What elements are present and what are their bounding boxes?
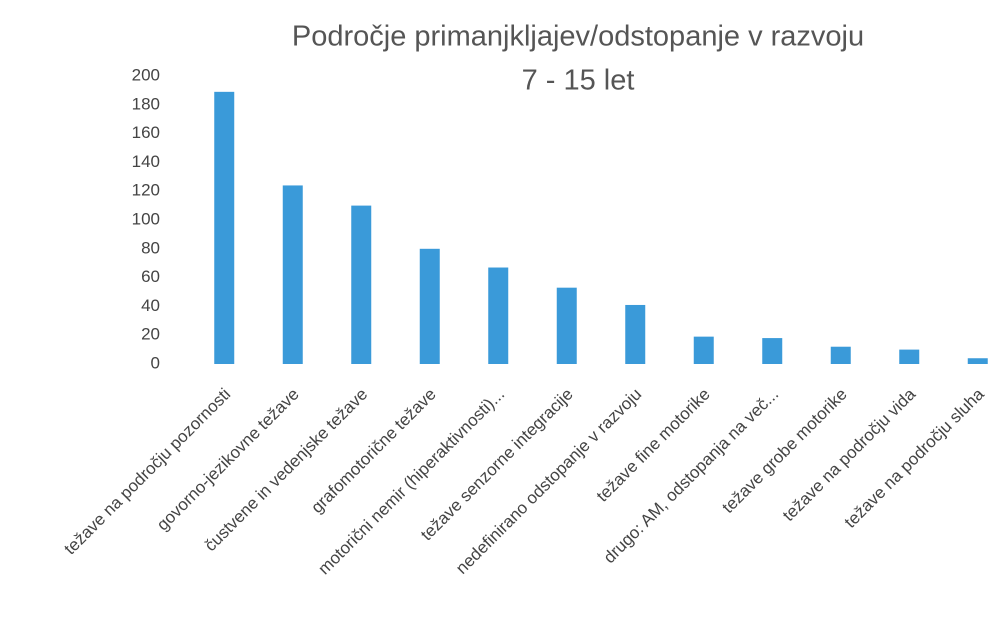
bar bbox=[762, 338, 783, 364]
y-tick-label: 20 bbox=[141, 325, 160, 344]
x-tick-label: težave fine motorike bbox=[593, 385, 714, 506]
chart-title: Področje primanjkljajev/odstopanje v raz… bbox=[292, 21, 864, 53]
x-tick-label: grafomotorične težave bbox=[307, 385, 439, 517]
y-tick-label: 180 bbox=[132, 94, 160, 113]
y-tick-label: 160 bbox=[132, 123, 160, 142]
y-tick-label: 120 bbox=[132, 181, 160, 200]
bar bbox=[967, 358, 988, 364]
y-tick-label: 200 bbox=[132, 65, 160, 84]
y-tick-label: 80 bbox=[141, 238, 160, 257]
y-tick-label: 60 bbox=[141, 267, 160, 286]
bar bbox=[625, 304, 646, 364]
bar bbox=[693, 336, 714, 364]
x-tick-label: govorno-jezikovne težave bbox=[153, 385, 303, 535]
bar bbox=[488, 267, 509, 364]
bar bbox=[351, 205, 372, 364]
x-tick-label: težave na področju sluha bbox=[841, 384, 988, 531]
bar bbox=[899, 349, 920, 364]
chart-subtitle: 7 - 15 let bbox=[522, 65, 635, 97]
bar bbox=[556, 287, 577, 364]
bar bbox=[830, 346, 851, 364]
bar bbox=[282, 185, 303, 364]
y-tick-label: 0 bbox=[151, 353, 160, 372]
y-tick-label: 40 bbox=[141, 296, 160, 315]
bar bbox=[419, 248, 440, 364]
bar bbox=[214, 91, 235, 364]
x-tick-label: težave grobe motorike bbox=[718, 385, 850, 517]
y-tick-label: 100 bbox=[132, 209, 160, 228]
x-tick-label: težave na področju vida bbox=[779, 384, 920, 525]
y-tick-label: 140 bbox=[132, 152, 160, 171]
